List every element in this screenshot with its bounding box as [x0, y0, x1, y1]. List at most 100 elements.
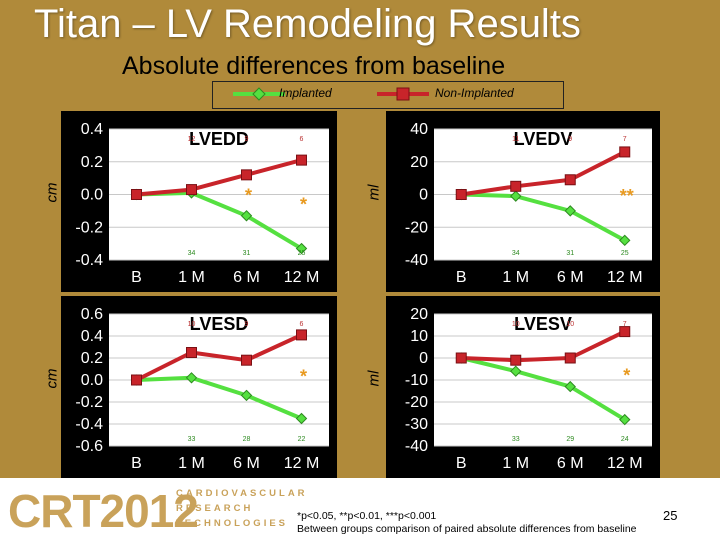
implanted-n-label: 31	[243, 250, 251, 257]
x-tick-label: 6 M	[233, 269, 260, 286]
non-implanted-n-label: 10	[512, 321, 520, 328]
y-tick-label: 10	[410, 328, 428, 345]
non-implanted-data-point	[510, 354, 522, 366]
implanted-n-label: 34	[512, 250, 520, 257]
significance-marker: *	[623, 366, 630, 386]
crt-logo: CRT2012	[8, 485, 199, 537]
y-tick-label: 0.2	[81, 154, 103, 171]
y-tick-label: -0.2	[75, 394, 103, 411]
lvesd-chart: 0.6 0.4 0.2 0.0 -0.2 -0.4 -0.6 B 1 M 6 M 12 M LVESD…	[75, 306, 329, 472]
comparison-footnote: Between groups comparison of paired abso…	[297, 523, 637, 535]
non-implanted-series-line	[460, 150, 626, 197]
non-implanted-data-point	[186, 347, 197, 358]
x-tick-label: 6 M	[557, 455, 584, 472]
y-tick-label: 20	[410, 306, 428, 323]
x-tick-label: B	[131, 269, 142, 286]
y-tick-label: 40	[410, 121, 428, 138]
implanted-data-point	[240, 210, 253, 222]
implanted-data-point	[295, 242, 308, 255]
significance-marker: *	[300, 367, 307, 387]
x-tick-label: 12 M	[284, 269, 320, 286]
y-tick-label: -20	[405, 394, 428, 411]
lvesd-chart-panel: 0.6 0.4 0.2 0.0 -0.2 -0.4 -0.6 B 1 M 6 M 12 M LVESD…	[61, 296, 337, 478]
significance-marker: **	[620, 186, 634, 206]
logo-word: RESEARCH	[176, 503, 254, 514]
y-unit-top-left: cm	[43, 182, 61, 203]
lvedd-chart: 0.4 0.2 0.0 -0.2 -0.4 B 1 M 6 M 12 M LVEDD 34 31 25 1…	[75, 121, 329, 286]
significance-marker: *	[245, 185, 252, 205]
non-implanted-n-label: 9	[568, 136, 572, 143]
y-tick-label: -0.2	[75, 219, 103, 236]
non-implanted-data-point	[619, 146, 631, 158]
non-implanted-data-point	[241, 354, 252, 366]
non-implanted-series-line	[135, 333, 303, 382]
y-tick-label: -20	[405, 219, 428, 236]
implanted-data-point	[240, 389, 253, 402]
implanted-n-label: 28	[243, 436, 251, 443]
non-implanted-n-label: 6	[300, 136, 304, 143]
non-implanted-legend-marker	[377, 87, 429, 101]
implanted-data-point	[295, 412, 308, 425]
non-implanted-data-point	[186, 184, 197, 196]
y-tick-label: -10	[405, 372, 428, 389]
non-implanted-series-line	[461, 329, 626, 363]
implanted-series-line	[136, 375, 303, 421]
implanted-data-point	[185, 372, 198, 384]
y-tick-label: 0	[419, 187, 428, 204]
non-implanted-n-label: 6	[300, 321, 304, 328]
implanted-n-label: 22	[298, 436, 306, 443]
x-tick-label: B	[131, 455, 142, 472]
y-tick-label: 0.0	[81, 187, 103, 204]
implanted-data-point	[510, 190, 522, 202]
y-tick-label: 0.0	[81, 372, 103, 389]
non-implanted-data-point	[455, 352, 467, 364]
x-tick-label: B	[456, 269, 467, 286]
non-implanted-n-label: 9	[245, 321, 249, 328]
implanted-n-label: 25	[298, 250, 306, 257]
x-tick-label: B	[456, 455, 467, 472]
y-tick-label: -30	[405, 416, 428, 433]
y-unit-bottom-right: ml	[365, 370, 383, 387]
y-tick-label: -0.4	[75, 252, 103, 269]
x-tick-label: 12 M	[607, 455, 643, 472]
non-implanted-data-point	[619, 326, 631, 338]
non-implanted-data-point	[296, 154, 307, 166]
lvesv-chart: 20 10 0 -10 -20 -30 -40 B 1 M 6 M 12 M LVESV 33 29 24 1…	[405, 306, 652, 472]
non-implanted-n-label: 12	[188, 136, 196, 143]
chart-title: LVESD	[190, 314, 249, 334]
chart-title: LVESV	[514, 314, 572, 334]
y-tick-label: -40	[405, 252, 428, 269]
non-implanted-n-label: 7	[623, 321, 627, 328]
y-tick-label: -0.6	[75, 438, 103, 455]
implanted-data-point	[619, 234, 631, 247]
implanted-data-point	[564, 380, 576, 393]
y-tick-label: 0.4	[81, 121, 103, 138]
x-tick-label: 1 M	[502, 455, 529, 472]
implanted-n-label: 24	[621, 436, 629, 443]
y-tick-label: 20	[410, 154, 428, 171]
lvedd-chart-panel: 0.4 0.2 0.0 -0.2 -0.4 B 1 M 6 M 12 M LVEDD 34 31 25 1…	[61, 111, 337, 292]
x-tick-label: 12 M	[607, 269, 643, 286]
implanted-series-line	[461, 192, 626, 243]
non-implanted-data-point	[131, 374, 142, 386]
non-implanted-n-label: 7	[623, 136, 627, 143]
implanted-n-label: 25	[621, 250, 629, 257]
x-tick-label: 1 M	[178, 269, 205, 286]
non-implanted-n-label: 11	[512, 136, 519, 143]
implanted-n-label: 29	[566, 436, 574, 443]
chart-title: LVEDV	[514, 129, 573, 149]
x-tick-label: 6 M	[233, 455, 260, 472]
logo-word: TECHNOLOGIES	[176, 518, 289, 529]
y-tick-label: -40	[405, 438, 428, 455]
non-implanted-series-line	[136, 158, 303, 197]
implanted-n-label: 34	[188, 250, 196, 257]
y-unit-top-right: ml	[365, 184, 383, 201]
implanted-n-label: 33	[512, 436, 520, 443]
chart-title: LVEDD	[189, 129, 249, 149]
logo-word: CARDIOVASCULAR	[176, 488, 308, 499]
significance-marker: *	[300, 194, 307, 214]
implanted-n-label: 33	[188, 436, 196, 443]
y-unit-bottom-left: cm	[43, 368, 61, 389]
legend-non-implanted-label: Non-Implanted	[435, 86, 514, 100]
slide-subtitle: Absolute differences from baseline	[122, 52, 506, 80]
